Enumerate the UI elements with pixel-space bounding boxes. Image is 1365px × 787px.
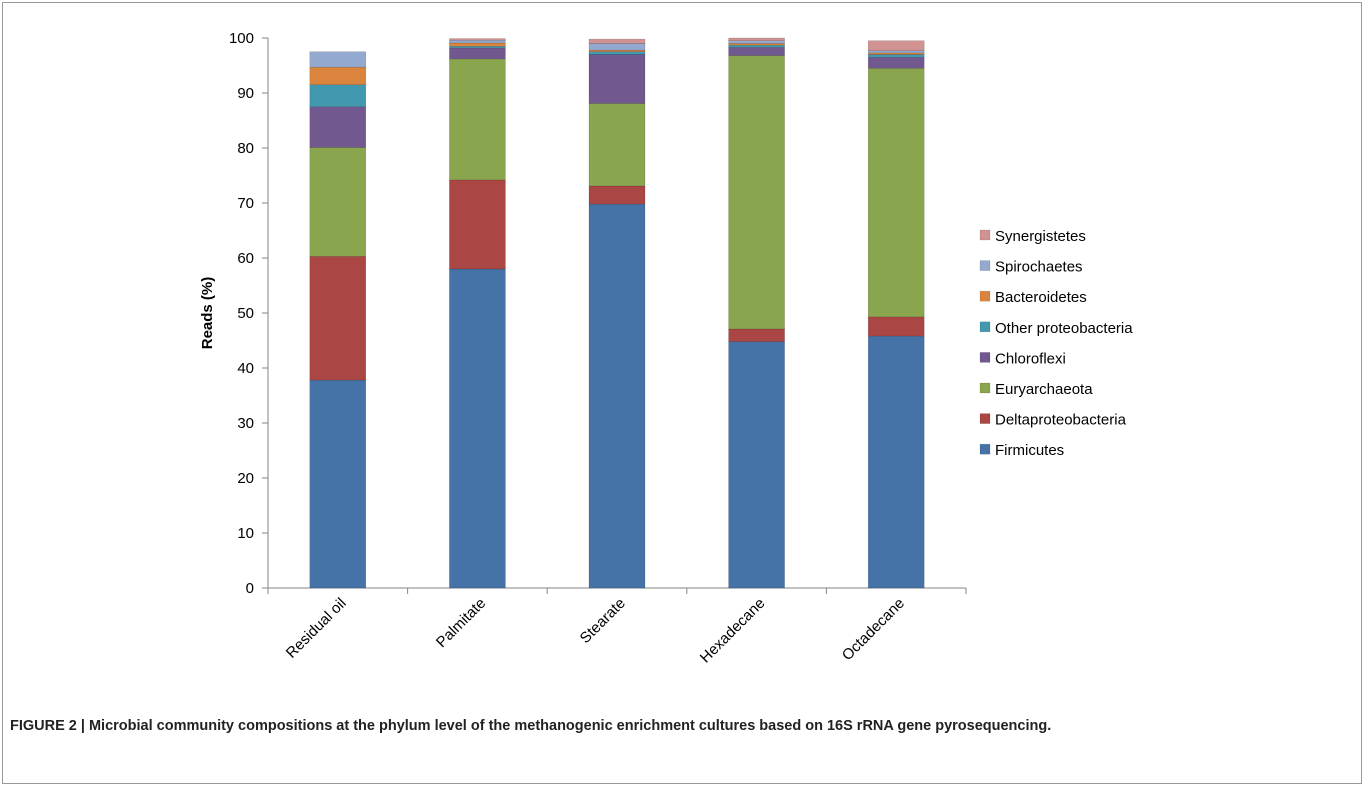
bar-segment: [867, 50, 925, 54]
bar-segment: [867, 40, 925, 51]
bar-segment: [309, 51, 367, 68]
bar-segment: [728, 328, 785, 342]
bar-segment: [309, 256, 367, 381]
bar-segment: [728, 40, 785, 44]
bar-segment: [867, 316, 925, 337]
bar-segment: [588, 54, 646, 104]
bar-segment: [309, 84, 367, 107]
x-axis-ticks: Residual oil Palmitate Stearate Hexadecane O…: [267, 588, 967, 667]
legend-label: Bacteroidetes: [995, 289, 1087, 306]
legend-label: Synergistetes: [995, 228, 1086, 245]
bar-segment: [449, 268, 506, 589]
figure-caption: FIGURE 2 | Microbial community compositio…: [10, 715, 1330, 737]
bar-segment: [867, 68, 925, 318]
y-tick-label: 30: [237, 415, 254, 432]
legend-swatch: [979, 321, 991, 333]
x-tick-label: Stearate: [577, 595, 629, 647]
y-axis-ticks: 0 10 20 30 40 50 60 70 80 90 100: [229, 30, 268, 597]
y-tick-label: 50: [237, 305, 254, 322]
bar-segment: [449, 179, 506, 270]
legend: Synergistetes Spirochaetes Bacteroidetes Ot…: [979, 228, 1133, 459]
y-tick-label: 100: [229, 30, 254, 47]
legend-swatch: [979, 290, 991, 302]
y-tick-label: 20: [237, 470, 254, 487]
bar-segment: [728, 55, 785, 330]
legend-label: Spirochaetes: [995, 259, 1083, 276]
x-tick-label: Residual oil: [283, 595, 350, 662]
bar-segment: [728, 47, 785, 56]
bar-segment: [449, 38, 506, 41]
legend-swatch: [979, 413, 991, 424]
bar-segment: [588, 51, 646, 55]
legend-swatch: [979, 443, 991, 455]
legend-label: Deltaproteobacteria: [995, 412, 1127, 429]
legend-label: Chloroflexi: [995, 350, 1066, 367]
legend-swatch: [979, 382, 991, 394]
legend-label: Other proteobacteria: [995, 320, 1133, 337]
y-tick-label: 60: [237, 250, 254, 267]
x-tick-label: Hexadecane: [697, 595, 769, 667]
bar-segment: [449, 47, 506, 60]
caption-text: Microbial community compositions at the …: [88, 718, 1052, 734]
y-tick-label: 40: [237, 360, 254, 377]
bar-segment: [588, 43, 646, 51]
legend-swatch: [979, 352, 991, 363]
bar-segment: [867, 335, 925, 589]
legend-label: Euryarchaeota: [995, 381, 1093, 398]
bar-segment: [449, 42, 506, 47]
bar-segment: [309, 147, 367, 257]
y-axis-label: Reads (%): [199, 277, 216, 350]
legend-label: Firmicutes: [995, 442, 1064, 459]
bar-segment: [867, 57, 925, 69]
x-tick-label: Octadecane: [839, 595, 908, 664]
y-tick-label: 10: [237, 525, 254, 542]
bar-segment: [449, 58, 506, 181]
y-tick-label: 0: [246, 580, 254, 597]
y-tick-label: 90: [237, 85, 254, 102]
bar-segment: [728, 44, 785, 48]
bar-segment: [588, 38, 646, 44]
bar-segment: [449, 39, 506, 44]
bar-segment: [588, 185, 646, 205]
y-tick-label: 80: [237, 140, 254, 157]
bar-segment: [309, 379, 367, 589]
legend-swatch: [979, 260, 991, 271]
y-tick-label: 70: [237, 195, 254, 212]
legend-swatch: [979, 229, 991, 241]
bar-segment: [588, 103, 646, 187]
bar-segment: [728, 37, 785, 41]
bar-segment: [867, 54, 925, 58]
x-tick-label: Palmitate: [433, 595, 489, 651]
caption-label: FIGURE 2 |: [10, 718, 85, 734]
bar-segment: [309, 66, 367, 86]
bar-segment: [309, 106, 367, 148]
bar-segment: [588, 203, 646, 589]
bars: [309, 37, 925, 589]
bar-segment: [728, 341, 785, 589]
